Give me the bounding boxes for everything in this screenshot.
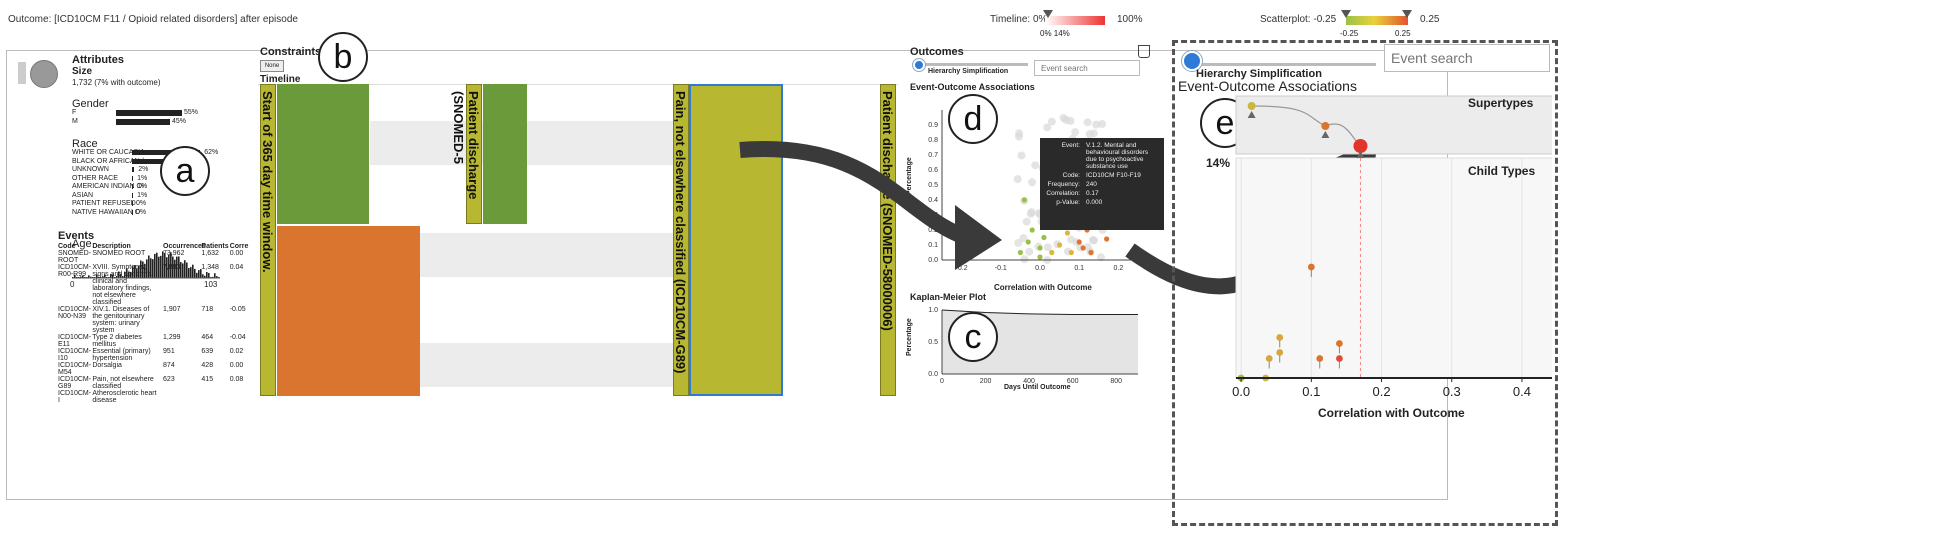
zoom-hierarchy-track[interactable] (1196, 63, 1376, 66)
arrow-to-scatter (740, 149, 960, 235)
supertype-point (1321, 122, 1329, 130)
zoom-x-tick: 0.3 (1443, 384, 1461, 399)
zoom-x-tick: 0.4 (1513, 384, 1531, 399)
child-point (1276, 334, 1283, 341)
zoom-scatter[interactable]: 0.0 0.1 0.2 0.3 0.4 (1176, 92, 1552, 437)
child-point (1276, 349, 1283, 356)
zoom-x-tick: 0.0 (1232, 384, 1250, 399)
zoom-search-input[interactable] (1384, 44, 1550, 72)
supertype-point (1248, 102, 1256, 110)
arrowhead-1-icon (955, 205, 1002, 270)
child-point (1266, 355, 1273, 362)
zoom-pct-label: 14% (1206, 156, 1230, 170)
zoom-x-tick: 0.2 (1372, 384, 1390, 399)
child-types-box (1236, 158, 1552, 378)
zoom-supertypes-label: Supertypes (1468, 96, 1533, 110)
child-point (1336, 340, 1343, 347)
child-point (1316, 355, 1323, 362)
zoom-x-tick: 0.1 (1302, 384, 1320, 399)
child-point (1336, 355, 1343, 362)
child-point (1308, 264, 1315, 271)
supertype-point (1353, 139, 1367, 153)
zoom-child-types-label: Child Types (1468, 164, 1535, 178)
zoom-xlabel: Correlation with Outcome (1318, 406, 1465, 420)
